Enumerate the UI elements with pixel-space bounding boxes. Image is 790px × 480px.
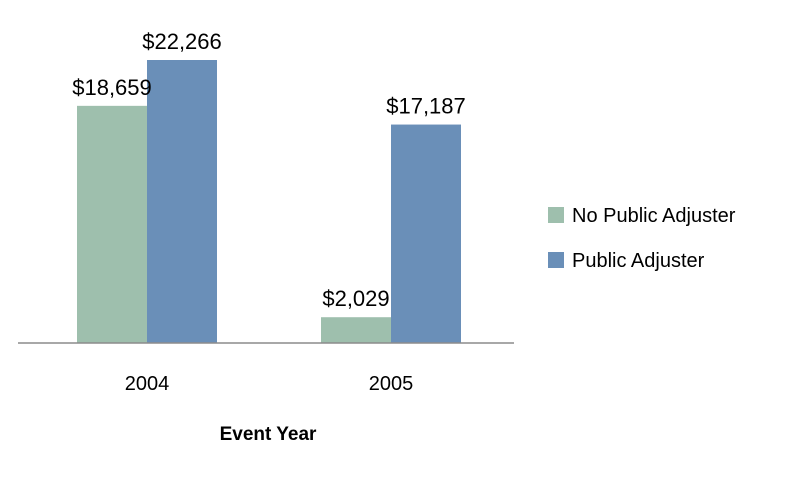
data-label-2004-public-adjuster: $22,266: [142, 29, 222, 54]
x-tick-labels: 2004 2005: [125, 373, 414, 395]
data-label-2004-no-public-adjuster: $18,659: [72, 75, 152, 100]
legend-label-no-public-adjuster: No Public Adjuster: [572, 205, 736, 227]
legend-label-public-adjuster: Public Adjuster: [572, 250, 705, 272]
x-axis-title: Event Year: [220, 424, 317, 445]
x-tick-label-2004: 2004: [125, 373, 170, 395]
bar-2004-no-public-adjuster: [77, 105, 147, 343]
bar-2005-no-public-adjuster: [321, 317, 391, 343]
data-label-2005-no-public-adjuster: $2,029: [322, 286, 389, 311]
x-tick-label-2005: 2005: [369, 373, 414, 395]
legend-swatch-public-adjuster: [548, 252, 564, 268]
legend-swatch-no-public-adjuster: [548, 207, 564, 223]
bar-2005-public-adjuster: [391, 124, 461, 343]
bars-layer: [77, 60, 461, 343]
data-labels-layer: $18,659 $22,266 $2,029 $17,187: [72, 29, 466, 311]
bar-2004-public-adjuster: [147, 60, 217, 343]
legend: No Public Adjuster Public Adjuster: [548, 205, 736, 272]
data-label-2005-public-adjuster: $17,187: [386, 94, 466, 119]
